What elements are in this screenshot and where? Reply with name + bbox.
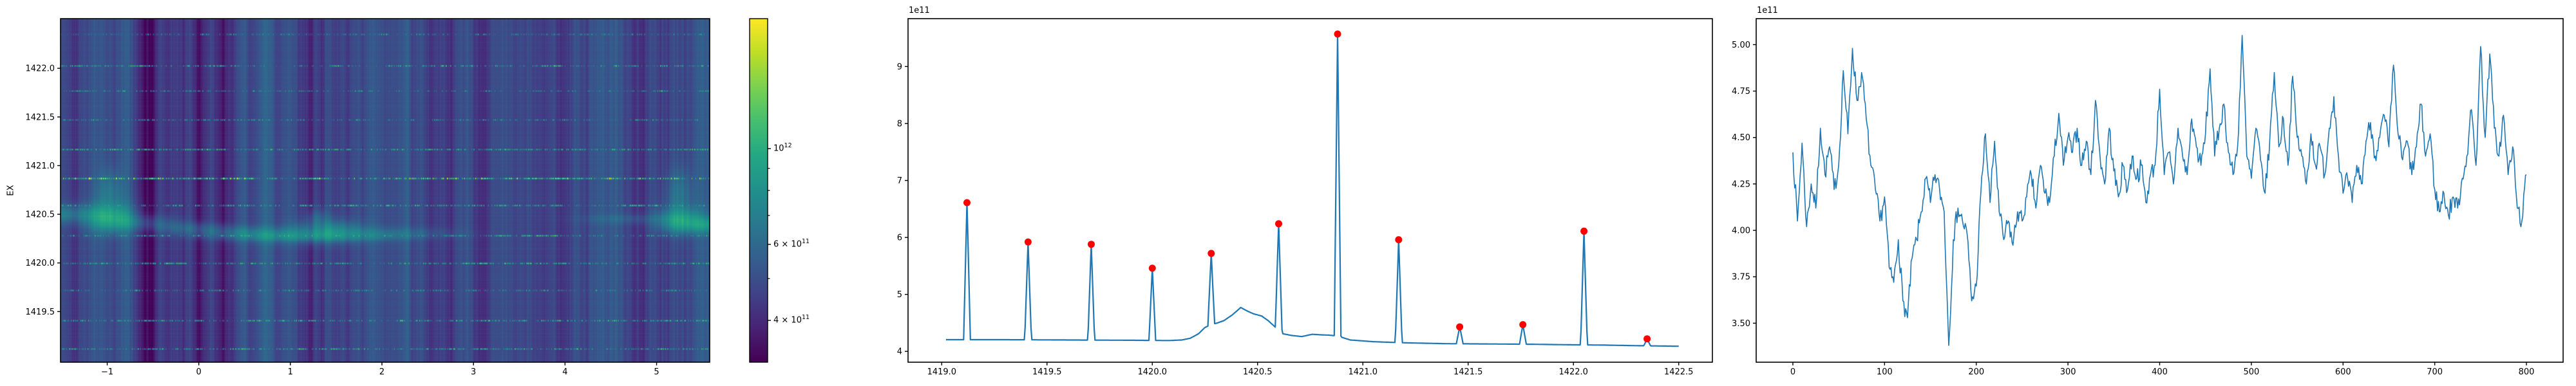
heatmap-x-tick-label: 5 xyxy=(654,367,659,377)
timeseries-x-tick-label: 600 xyxy=(2335,367,2351,377)
spectrum-x-tick-label: 1420.0 xyxy=(1138,367,1168,377)
heatmap-image xyxy=(61,19,710,362)
spectrum-y-tick-label: 7 xyxy=(897,176,902,186)
timeseries-y-tick-label: 4.00 xyxy=(1732,226,1750,236)
spectrum-x-tick-label: 1419.0 xyxy=(927,367,957,377)
timeseries-offset-label: 1e11 xyxy=(1757,6,1778,15)
spectrum-y-tick-label: 4 xyxy=(897,347,902,357)
heatmap-x-tick-label: 1 xyxy=(288,367,293,377)
colorbar-frame xyxy=(749,18,768,363)
timeseries-y-tick-label: 5.00 xyxy=(1732,41,1750,50)
heatmap-y-tick-label: 1421.5 xyxy=(26,113,55,122)
spectrum-peak-marker xyxy=(1208,250,1215,257)
colorbar-tick-label: 4 × 1011 xyxy=(773,313,810,326)
spectrum-peak-marker xyxy=(1395,236,1403,244)
heatmap-x-tick-label: −1 xyxy=(101,367,113,377)
timeseries-y-tick-label: 4.50 xyxy=(1732,133,1750,143)
spectrum-frame xyxy=(907,18,1713,363)
spectrum-peak-marker xyxy=(1519,321,1527,329)
timeseries-y-tick-label: 3.50 xyxy=(1732,319,1750,329)
timeseries-x-tick-label: 200 xyxy=(1968,367,1984,377)
timeseries-x-tick-label: 700 xyxy=(2427,367,2443,377)
spectrum-peak-marker xyxy=(963,199,971,207)
spectrum-y-tick-label: 6 xyxy=(897,234,902,243)
timeseries-x-tick-label: 800 xyxy=(2519,367,2535,377)
spectrum-peak-marker xyxy=(1148,264,1156,272)
heatmap-y-tick-label: 1420.5 xyxy=(26,210,55,220)
colorbar-gradient xyxy=(750,19,768,362)
spectrum-x-tick-label: 1420.5 xyxy=(1243,367,1273,377)
spectrum-peak-marker xyxy=(1088,241,1095,248)
heatmap-y-tick-label: 1422.0 xyxy=(26,64,55,74)
spectrum-y-tick-label: 8 xyxy=(897,119,902,129)
heatmap-y-tick-label: 1420.0 xyxy=(26,259,55,268)
timeseries-x-tick-label: 400 xyxy=(2152,367,2168,377)
spectrum-peak-marker xyxy=(1334,30,1341,38)
heatmap-x-tick-label: 0 xyxy=(196,367,202,377)
timeseries-x-tick-label: 500 xyxy=(2243,367,2259,377)
timeseries-frame xyxy=(1756,18,2564,363)
heatmap-x-tick-label: 4 xyxy=(562,367,567,377)
spectrum-x-tick-label: 1419.5 xyxy=(1032,367,1062,377)
heatmap-x-tick-label: 2 xyxy=(379,367,384,377)
timeseries-y-tick-label: 4.75 xyxy=(1732,87,1750,96)
colorbar-tick-label: 6 × 1011 xyxy=(773,237,810,250)
heatmap-y-tick-label: 1419.5 xyxy=(26,308,55,317)
heatmap-y-tick-label: 1421.0 xyxy=(26,161,55,171)
heatmap-x-tick-label: 3 xyxy=(471,367,476,377)
heatmap-y-axis-label: EX xyxy=(6,185,16,196)
spectrum-peak-marker xyxy=(1580,227,1588,235)
spectrum-line xyxy=(945,33,1679,347)
spectrum-peak-marker xyxy=(1024,238,1032,246)
timeseries-x-tick-label: 300 xyxy=(2060,367,2076,377)
spectrum-peak-marker xyxy=(1456,323,1464,331)
spectrum-peak-marker xyxy=(1643,335,1651,343)
heatmap-frame xyxy=(60,18,710,363)
timeseries-y-tick-label: 3.75 xyxy=(1732,273,1750,282)
timeseries-line xyxy=(1792,35,2527,346)
spectrum-offset-label: 1e11 xyxy=(909,6,930,15)
spectrum-y-tick-label: 5 xyxy=(897,290,902,300)
spectrum-x-tick-label: 1422.5 xyxy=(1664,367,1694,377)
spectrum-y-tick-label: 9 xyxy=(897,62,902,72)
spectrum-x-tick-label: 1422.0 xyxy=(1558,367,1588,377)
spectrum-x-tick-label: 1421.5 xyxy=(1454,367,1483,377)
timeseries-x-tick-label: 0 xyxy=(1790,367,1795,377)
timeseries-x-tick-label: 100 xyxy=(1877,367,1893,377)
timeseries-y-tick-label: 4.25 xyxy=(1732,179,1750,189)
spectrum-peak-marker xyxy=(1275,220,1282,228)
colorbar-tick-label: 1012 xyxy=(773,142,792,154)
spectrum-x-tick-label: 1421.0 xyxy=(1348,367,1378,377)
